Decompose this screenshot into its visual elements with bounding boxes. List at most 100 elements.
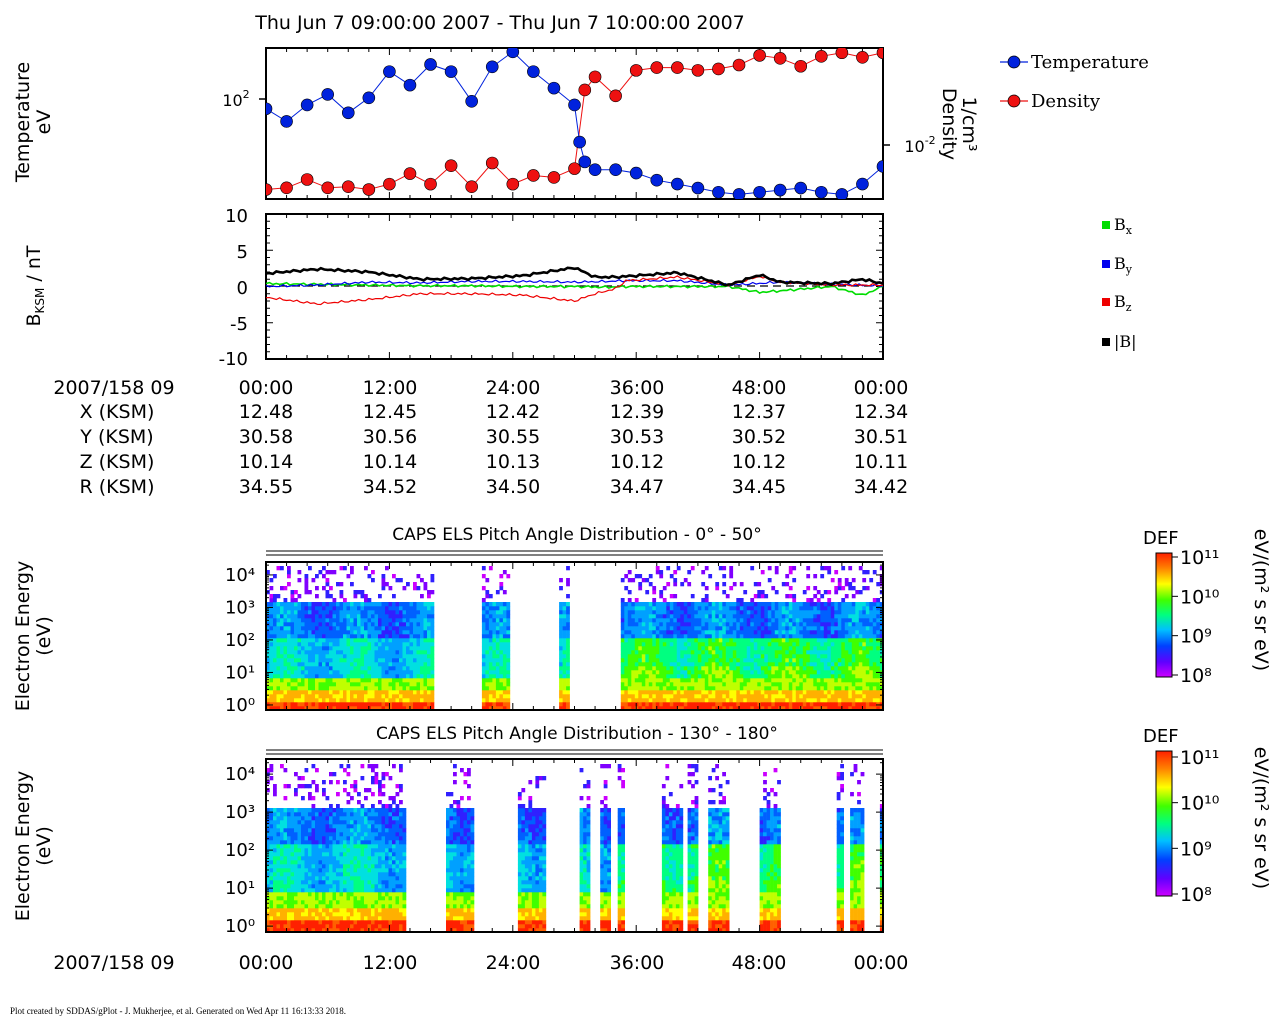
temperature-ylabel-2: eV [33,110,55,135]
bottom-time-axis: 2007/158 09 00:00 12:00 24:00 36:00 48:00 00:0… [53,952,908,974]
ephemeris-cell: 34.42 [854,476,908,498]
density-point [547,171,561,184]
ephemeris-cell: 36:00 [610,377,665,399]
spec2-ylabel-1: Electron Energy [12,771,34,922]
temperature-point [465,94,478,108]
spec2-ylabel-2: (eV) [33,826,55,866]
bottom-axis-tick-label: 00:00 [239,952,294,974]
ephemeris-table: 2007/158 09X (KSM) Y (KSM) Z (KSM) R (KSM) 0… [53,377,908,498]
temperature-point [300,98,314,112]
density-point [527,169,540,182]
legend-bz: Bz [1114,292,1132,314]
density-ylabel-2: 1/cm³ [958,96,980,151]
density-point [671,61,684,74]
density-point [629,64,643,77]
colorbar-1: DEF 10¹¹ 10¹⁰ 10⁹ 10⁸ eV/(m² s sr eV) [1143,528,1272,687]
energy-tick-label: 10⁰ [225,916,255,937]
temperature-point [341,106,355,120]
ephemeris-cell: 12.37 [732,401,786,423]
bz-line [266,275,883,306]
temperature-point [321,88,335,101]
colorbar-2: DEF 10¹¹ 10¹⁰ 10⁹ 10⁸ eV/(m² s sr eV) [1143,726,1272,906]
spectrogram-0-50: CAPS ELS Pitch Angle Distribution - 0° -… [12,525,884,716]
ephemeris-cell: 34.55 [239,476,293,498]
temperature-point [753,185,766,199]
ephemeris-cell: 10.14 [363,451,417,473]
ephemeris-cell: 10.12 [732,451,786,473]
temperature-point [573,135,586,149]
legend-btot: |B| [1114,332,1137,351]
density-point [300,173,314,186]
density-point [856,50,869,64]
density-point [383,177,396,191]
temperature-point [794,181,808,195]
b-tick-label: 0 [237,278,248,299]
energy-tick-label: 10³ [225,597,255,618]
ephemeris-cell: 10.12 [610,451,664,473]
colorbar-1-gradient [1155,552,1173,678]
ephemeris-row-label: R (KSM) [80,476,155,498]
energy-tick-label: 10² [225,840,255,861]
energy-tick-label: 10¹ [225,878,255,899]
btot-line [266,266,883,287]
temperature-point [691,181,705,195]
temperature-tick-label: 102 [222,88,249,110]
bfield-panel: 10 5 0 -5 -10 BKSM / nT [23,206,884,370]
colorbar-tick-label: 10⁹ [1180,626,1212,648]
spec1-title: CAPS ELS Pitch Angle Distribution - 0° -… [392,525,761,545]
ephemeris-cell: 34.45 [732,476,786,498]
ephemeris-cell: 34.50 [486,476,540,498]
density-point [280,181,293,195]
ephemeris-cell: 24:00 [486,377,541,399]
colorbar-tick-label: 10⁸ [1180,665,1212,687]
density-point [773,51,787,65]
bz-legend-marker [1102,298,1110,306]
temperature-point [588,163,602,177]
bx-legend-marker [1102,221,1110,229]
density-point [444,159,458,172]
plasma-legend: Temperature Density [1000,52,1149,112]
bottom-axis-tick-label: 24:00 [486,952,541,974]
plasma-frame [265,47,884,200]
density-point [362,183,376,196]
b-tick-label: 10 [225,206,248,227]
density-point [588,70,602,84]
ephemeris-row-label: 2007/158 09 [53,377,174,399]
temperature-point [578,155,592,169]
temperature-point [547,81,561,95]
density-point [794,59,808,73]
density-point [424,177,437,191]
colorbar-2-gradient [1155,750,1173,897]
temperature-point [362,91,376,105]
bx-line [266,281,883,296]
energy-tick-label: 10⁴ [225,565,255,586]
plot-title: Thu Jun 7 09:00:00 2007 - Thu Jun 7 10:0… [254,12,745,34]
legend-bx: Bx [1114,215,1133,237]
colorbar-2-label: DEF [1143,726,1179,747]
temperature-ylabel-1: Temperature [12,62,34,183]
bottom-axis-tick-label: 00:00 [854,952,909,974]
legend-density-label: Density [1031,91,1101,112]
temperature-point [266,102,273,116]
bfield-ticks [265,213,884,360]
colorbar-tick-label: 10⁹ [1180,838,1212,860]
temperature-point [485,60,499,74]
density-series [266,48,883,196]
temperature-point [424,58,437,71]
ephemeris-cell: 10.14 [239,451,293,473]
energy-tick-label: 10¹ [225,662,255,683]
temperature-point [444,65,458,78]
colorbar-tick-label: 10¹⁰ [1180,793,1219,815]
colorbar-tick-label: 10¹¹ [1180,547,1219,569]
ephemeris-cell: 12.48 [239,401,293,423]
spec1-heatmap [266,566,884,711]
energy-tick-label: 10⁰ [225,695,255,716]
density-point [266,183,273,196]
bfield-legend: Bx By Bz |B| [1102,215,1137,351]
legend-temperature-label: Temperature [1031,52,1149,73]
legend-by: By [1114,254,1133,276]
density-point [568,162,581,175]
by-legend-marker [1102,260,1110,268]
spec2-heatmap [266,764,884,933]
